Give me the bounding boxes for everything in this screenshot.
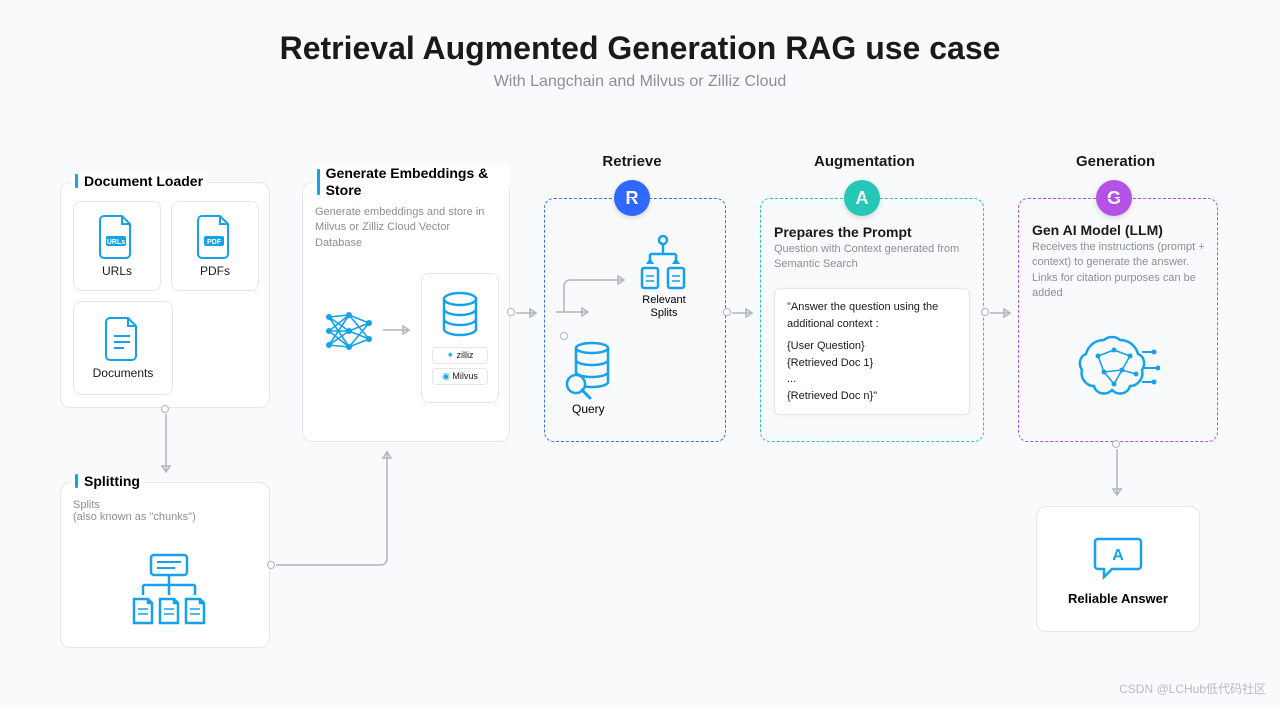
prompt-template: "Answer the question using the additiona… bbox=[774, 288, 970, 415]
document-loader-header: Document Loader bbox=[71, 173, 207, 189]
answer-icon: A bbox=[1092, 533, 1144, 583]
pdfs-label: PDFs bbox=[200, 264, 230, 278]
connector-dot bbox=[723, 308, 731, 316]
generate-desc: Receives the instructions (prompt + cont… bbox=[1032, 240, 1206, 302]
embed-internal-arrow bbox=[383, 327, 419, 333]
splitting-header: Splitting bbox=[71, 473, 144, 489]
connector-dot bbox=[267, 561, 275, 569]
svg-text:A: A bbox=[1112, 547, 1124, 564]
urls-label: URLs bbox=[102, 264, 132, 278]
pdf-icon: PDF bbox=[196, 214, 234, 260]
generate-label: Generation bbox=[1076, 153, 1155, 170]
connector-dot bbox=[161, 405, 169, 413]
connector-dot bbox=[507, 308, 515, 316]
splitting-icon bbox=[129, 549, 209, 629]
embedding-network-icon bbox=[321, 307, 379, 355]
splitting-text: Splits (also known as "chunks") bbox=[73, 499, 196, 523]
pdfs-card: PDF PDFs bbox=[171, 201, 259, 291]
document-icon bbox=[104, 316, 142, 362]
connector-dot bbox=[981, 308, 989, 316]
documents-card: Documents bbox=[73, 301, 173, 395]
vectorstore-card: ✦ zilliz ◉ Milvus bbox=[421, 273, 499, 403]
relevant-splits-label: Relevant Splits bbox=[632, 294, 696, 320]
embeddings-desc: Generate embeddings and store in Milvus … bbox=[315, 205, 497, 251]
generate-title: Gen AI Model (LLM) bbox=[1032, 222, 1206, 238]
connector-dot bbox=[1112, 440, 1120, 448]
zilliz-tag: ✦ zilliz bbox=[432, 347, 488, 364]
connector-embed-retrieve bbox=[516, 308, 546, 318]
svg-text:URLs: URLs bbox=[107, 239, 125, 246]
connector-dot bbox=[560, 332, 568, 340]
url-icon: URLs bbox=[98, 214, 136, 260]
embeddings-header: Generate Embeddings & Store bbox=[313, 165, 509, 199]
query-label: Query bbox=[572, 402, 605, 416]
watermark: CSDN @LCHub低代码社区 bbox=[1119, 680, 1266, 697]
svg-text:PDF: PDF bbox=[207, 239, 222, 246]
relevant-splits-icon bbox=[636, 234, 690, 292]
query-icon bbox=[562, 340, 618, 400]
augment-label: Augmentation bbox=[814, 153, 915, 170]
page-title: Retrieval Augmented Generation RAG use c… bbox=[0, 0, 1280, 67]
brain-ai-icon bbox=[1076, 330, 1160, 408]
connector-generate-answer bbox=[1113, 449, 1121, 505]
connector-retrieve-augment bbox=[732, 308, 762, 318]
augment-title: Prepares the Prompt bbox=[774, 224, 970, 240]
page-subtitle: With Langchain and Milvus or Zilliz Clou… bbox=[0, 73, 1280, 91]
documents-label: Documents bbox=[93, 366, 154, 380]
urls-card: URLs URLs bbox=[73, 201, 161, 291]
splitting-box: Splitting Splits (also known as "chunks"… bbox=[60, 482, 270, 648]
connector-splitting-embed bbox=[276, 440, 406, 570]
retrieve-label: Retrieve bbox=[602, 153, 662, 170]
embeddings-box: Generate Embeddings & Store Generate emb… bbox=[302, 182, 510, 442]
database-icon bbox=[438, 291, 482, 341]
augment-desc: Question with Context generated from Sem… bbox=[774, 242, 970, 273]
connector-loader-splitting bbox=[163, 414, 169, 482]
milvus-tag: ◉ Milvus bbox=[432, 368, 488, 385]
document-loader-box: Document Loader URLs URLs PDF PDFs Docum… bbox=[60, 182, 270, 408]
answer-label: Reliable Answer bbox=[1068, 591, 1168, 606]
answer-box: A Reliable Answer bbox=[1036, 506, 1200, 632]
connector-augment-generate bbox=[990, 308, 1020, 318]
